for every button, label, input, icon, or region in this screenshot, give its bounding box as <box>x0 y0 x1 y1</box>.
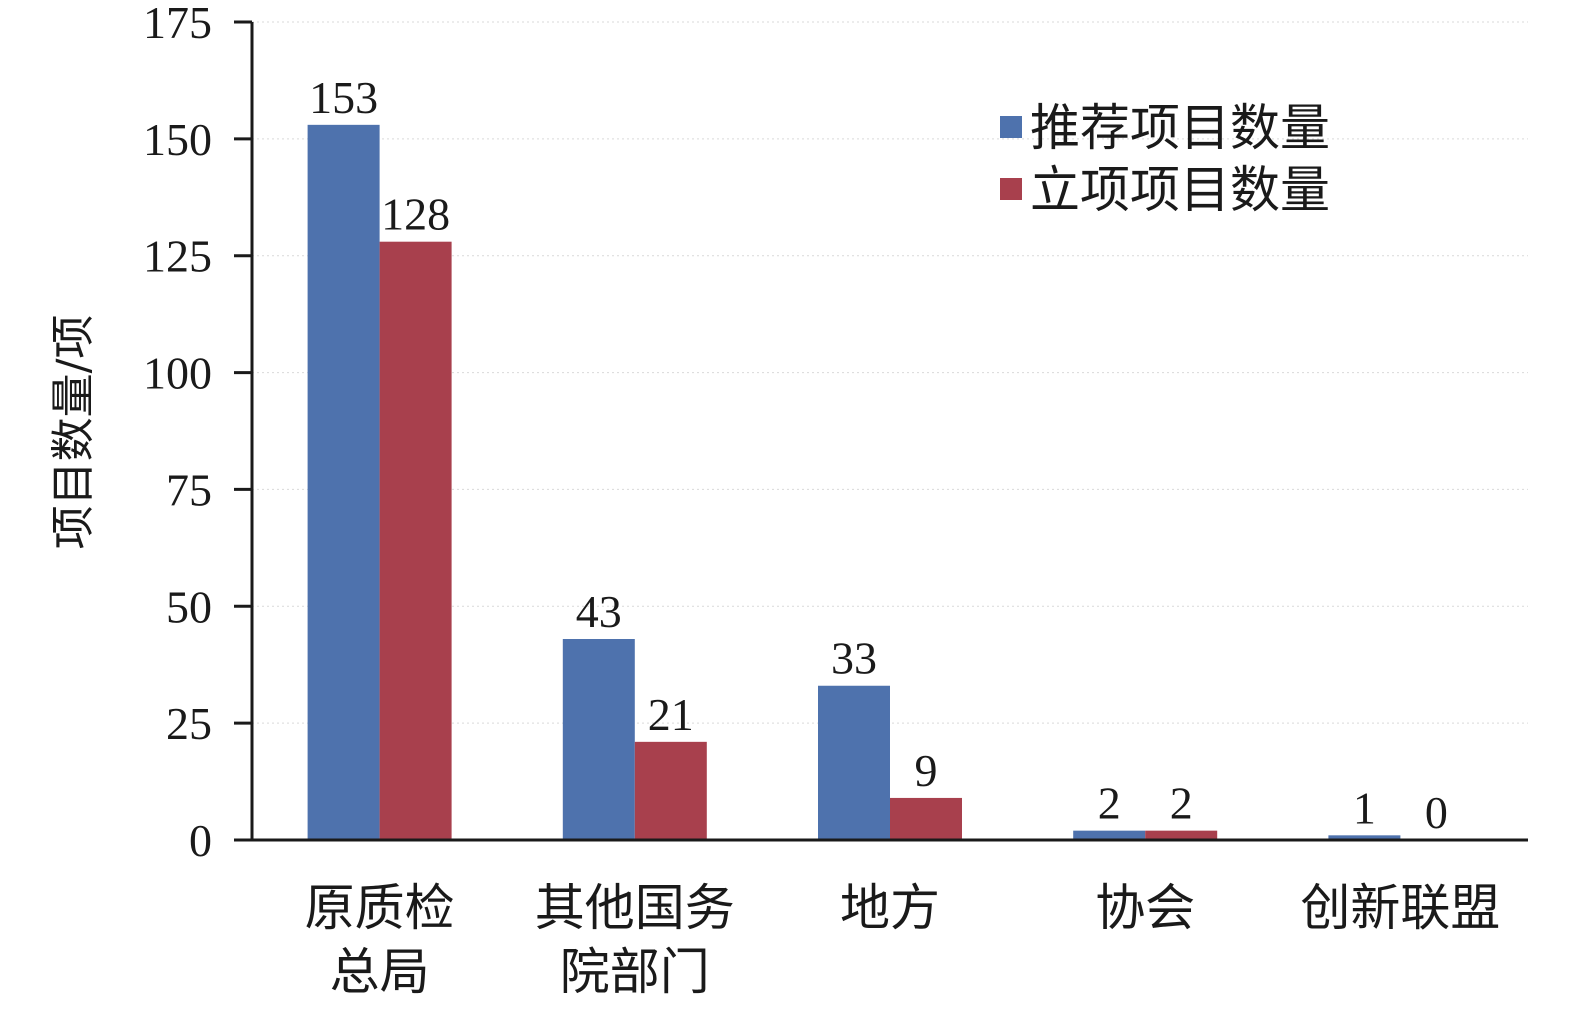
data-label: 0 <box>1425 787 1448 838</box>
bars <box>307 124 1401 841</box>
bar-recommended <box>818 685 890 840</box>
y-tick-label: 75 <box>166 464 212 515</box>
bar-recommended <box>1073 830 1146 840</box>
y-tick-label: 50 <box>166 581 212 632</box>
x-category-label: 院部门 <box>560 943 710 1001</box>
bar-approved <box>634 741 707 840</box>
y-axis-label: 项目数量/项 <box>48 315 99 550</box>
legend-label: 推荐项目数量 <box>1030 99 1330 157</box>
y-tick-label: 25 <box>166 698 212 749</box>
bar-recommended <box>307 124 380 840</box>
bar-approved <box>379 241 452 841</box>
y-tick-label: 175 <box>143 0 212 48</box>
data-label: 128 <box>381 189 450 240</box>
legend-label: 立项项目数量 <box>1030 161 1330 219</box>
data-label: 1 <box>1353 782 1376 833</box>
bar-recommended <box>1328 835 1401 840</box>
x-category-label: 总局 <box>330 943 430 1001</box>
y-ticks: 0 25 50 75 100 125 150 175 <box>143 0 252 866</box>
x-category-label: 其他国务 <box>535 879 735 937</box>
y-tick-label: 125 <box>143 231 212 282</box>
x-category-label: 地方 <box>840 879 940 937</box>
bar-approved <box>890 797 962 840</box>
data-label: 33 <box>831 633 877 684</box>
data-label: 9 <box>915 745 938 796</box>
bar-approved <box>1145 830 1218 840</box>
x-category-label: 原质检 <box>305 879 455 937</box>
legend-swatch <box>1000 178 1022 200</box>
bar-recommended <box>562 639 635 840</box>
data-label: 2 <box>1170 778 1193 829</box>
axes <box>250 22 1528 842</box>
y-tick-label: 100 <box>143 348 212 399</box>
y-tick-label: 0 <box>189 815 212 866</box>
data-label: 21 <box>648 689 694 740</box>
legend-swatch <box>1000 116 1022 138</box>
x-category-label: 创新联盟 <box>1300 879 1500 937</box>
y-tick-label: 150 <box>143 114 212 165</box>
data-label: 153 <box>309 72 378 123</box>
data-label: 2 <box>1098 778 1121 829</box>
data-label: 43 <box>576 586 622 637</box>
x-category-label: 协会 <box>1095 879 1195 937</box>
